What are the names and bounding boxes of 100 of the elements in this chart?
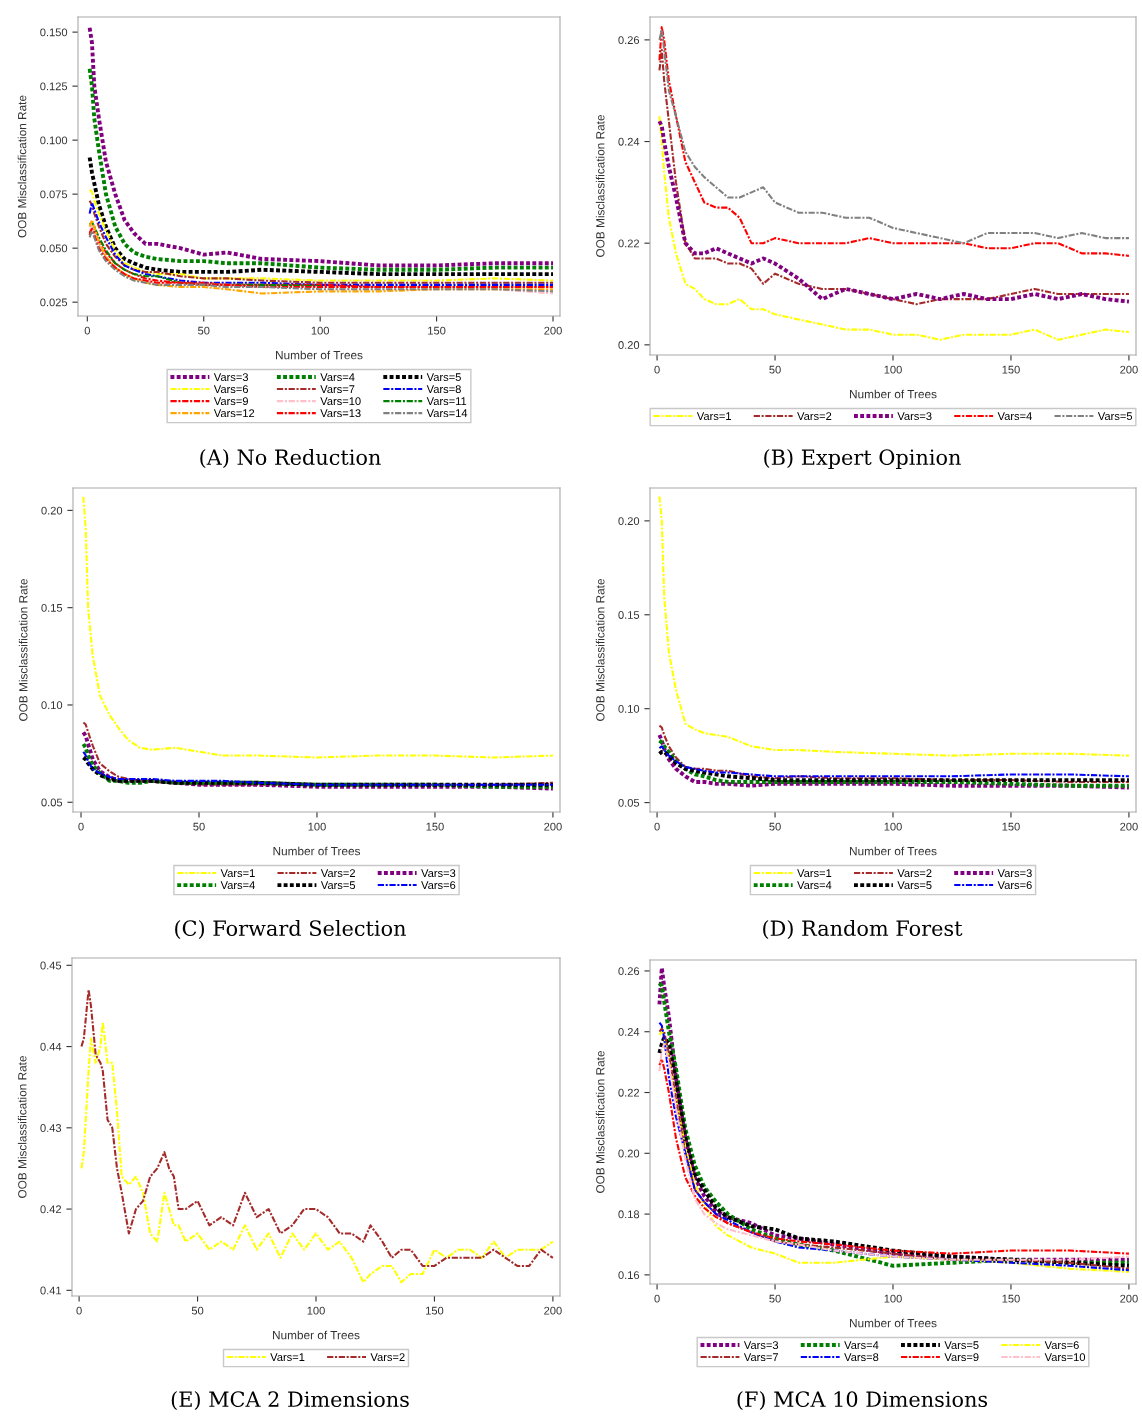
x-tick-label: 0 [78, 822, 84, 831]
y-tick-label: 0.20 [41, 506, 63, 515]
y-tick-label: 0.100 [40, 136, 68, 145]
y-tick-label: 0.18 [618, 1210, 640, 1219]
x-tick-label: 50 [193, 822, 205, 831]
legend-label: Vars=10 [320, 397, 361, 406]
x-tick-label: 200 [1120, 365, 1138, 374]
y-tick-label: 0.125 [40, 82, 68, 91]
y-axis-title: OOB Misclassification Rate [17, 95, 27, 238]
x-axis-title: Number of Trees [850, 389, 937, 399]
legend-label: Vars=4 [220, 881, 255, 890]
x-tick-label: 0 [654, 1294, 660, 1303]
legend-label: Vars=3 [421, 869, 456, 878]
legend-label: Vars=8 [844, 1353, 879, 1362]
legend-label: Vars=3 [743, 1341, 779, 1350]
x-tick-label: 100 [884, 1294, 902, 1303]
x-tick-label: 100 [308, 822, 326, 831]
x-tick-label: 0 [654, 822, 660, 831]
legend-label: Vars=4 [797, 881, 832, 890]
x-axis-title: Number of Trees [850, 846, 937, 856]
y-tick-label: 0.22 [618, 1088, 640, 1097]
x-tick-label: 200 [544, 326, 562, 335]
text: (E) MCA 2 Dimensions [171, 1390, 409, 1410]
legend-label: Vars=2 [797, 412, 832, 421]
legend-label: Vars=5 [426, 373, 461, 382]
y-axis-title: OOB Misclassification Rate [595, 579, 605, 721]
y-tick-label: 0.20 [618, 517, 640, 525]
x-tick-label: 150 [426, 822, 444, 831]
y-axis-title: OOB Misclassification Rate [17, 1056, 27, 1198]
legend-label: Vars=6 [1044, 1341, 1079, 1350]
x-tick-label: 150 [1002, 1294, 1020, 1303]
legend-label: Vars=2 [897, 869, 932, 878]
text: (F) MCA 10 Dimensions [737, 1390, 988, 1410]
legend-label: Vars=4 [844, 1341, 879, 1350]
y-tick-label: 0.20 [618, 341, 640, 349]
x-tick-label: 100 [311, 326, 329, 335]
y-tick-label: 0.41 [40, 1286, 62, 1295]
y-axis-title: OOB Misclassification Rate [595, 115, 605, 257]
legend-label: Vars=5 [320, 881, 356, 890]
x-tick-label: 100 [884, 365, 902, 374]
x-tick-label: 150 [428, 326, 446, 335]
x-tick-label: 0 [654, 365, 660, 374]
legend-label: Vars=3 [213, 373, 249, 382]
y-tick-label: 0.26 [618, 967, 640, 976]
legend-label: Vars=3 [897, 412, 932, 421]
legend-label: Vars=1 [696, 412, 731, 421]
legend-label: Vars=6 [421, 881, 456, 890]
text: (D) Random Forest [763, 919, 963, 939]
y-tick-label: 0.05 [41, 798, 63, 807]
y-tick-label: 0.15 [41, 603, 63, 612]
legend-label: Vars=6 [997, 881, 1032, 890]
legend-label: Vars=8 [426, 385, 461, 394]
y-tick-label: 0.43 [40, 1124, 62, 1132]
x-axis-title: Number of Trees [273, 846, 361, 856]
x-tick-label: 100 [307, 1306, 325, 1315]
legend-label: Vars=13 [320, 409, 361, 418]
x-tick-label: 200 [544, 822, 562, 831]
y-tick-label: 0.150 [40, 28, 68, 37]
x-tick-label: 150 [1002, 822, 1020, 831]
y-tick-label: 0.24 [618, 137, 640, 146]
y-tick-label: 0.10 [618, 704, 640, 713]
legend-label: Vars=4 [997, 412, 1032, 421]
legend-label: Vars=10 [1044, 1353, 1086, 1362]
legend-label: Vars=5 [944, 1341, 979, 1350]
x-tick-label: 0 [84, 326, 90, 335]
legend-label: Vars=9 [213, 397, 248, 406]
text: (A) No Reduction [200, 448, 381, 468]
x-tick-label: 100 [884, 822, 902, 831]
legend-label: Vars=1 [270, 1353, 305, 1362]
x-tick-label: 50 [198, 326, 210, 335]
y-tick-label: 0.44 [40, 1042, 62, 1051]
legend-label: Vars=4 [320, 373, 355, 382]
y-tick-label: 0.15 [618, 611, 640, 619]
legend-label: Vars=1 [797, 869, 832, 878]
x-tick-label: 0 [76, 1306, 82, 1315]
x-tick-label: 150 [426, 1306, 444, 1315]
x-tick-label: 150 [1002, 365, 1020, 374]
x-tick-label: 200 [544, 1306, 562, 1315]
y-tick-label: 0.025 [40, 298, 68, 307]
x-tick-label: 50 [769, 822, 781, 831]
legend-label: Vars=9 [944, 1353, 979, 1362]
legend-label: Vars=12 [213, 409, 255, 418]
legend-label: Vars=3 [997, 869, 1032, 878]
legend-label: Vars=1 [220, 869, 255, 878]
y-axis-title: OOB Misclassification Rate [595, 1051, 605, 1193]
legend-label: Vars=2 [320, 869, 355, 878]
legend-label: Vars=14 [426, 409, 468, 418]
y-tick-label: 0.45 [40, 961, 62, 970]
x-tick-label: 200 [1120, 1294, 1138, 1303]
x-axis-title: Number of Trees [276, 350, 363, 360]
x-axis-title: Number of Trees [850, 1318, 937, 1328]
y-tick-label: 0.16 [618, 1271, 640, 1280]
y-axis-title: OOB Misclassification Rate [18, 579, 28, 721]
legend-label: Vars=7 [320, 385, 355, 394]
legend-label: Vars=5 [897, 881, 932, 890]
y-tick-label: 0.05 [618, 798, 640, 807]
y-tick-label: 0.10 [41, 701, 63, 710]
y-tick-label: 0.26 [618, 36, 640, 45]
legend-label: Vars=7 [743, 1353, 778, 1362]
y-tick-label: 0.075 [40, 190, 68, 199]
